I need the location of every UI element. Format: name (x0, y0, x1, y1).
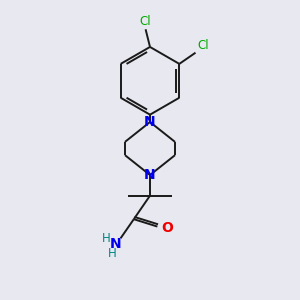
Text: H: H (101, 232, 110, 245)
Text: Cl: Cl (197, 38, 208, 52)
Text: Cl: Cl (140, 15, 152, 28)
Text: N: N (144, 168, 156, 182)
Text: N: N (110, 237, 121, 250)
Text: N: N (144, 115, 156, 129)
Text: H: H (108, 247, 117, 260)
Text: O: O (161, 221, 173, 235)
